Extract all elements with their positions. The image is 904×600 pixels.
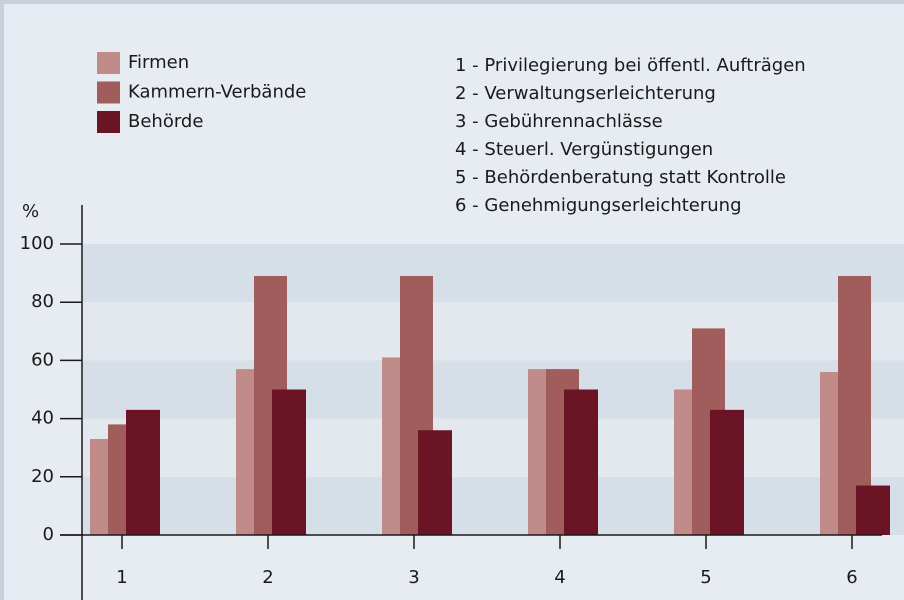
y-tick-label: 80 (31, 291, 54, 312)
y-tick-label: 100 (20, 233, 54, 254)
grid-band (82, 360, 904, 419)
annotation: 3 - Gebührennachlässe (455, 111, 663, 132)
bar (564, 389, 598, 535)
y-tick-label: 40 (31, 408, 54, 429)
grid-band (82, 476, 904, 535)
annotation: 6 - Genehmigungserleichterung (455, 195, 742, 216)
y-tick-label: 60 (31, 349, 54, 370)
bands (82, 244, 904, 535)
x-tick-label: 4 (554, 567, 565, 588)
legend-label: Firmen (128, 52, 189, 73)
annotation: 1 - Privilegierung bei öffentl. Aufträge… (455, 55, 806, 76)
bar (856, 485, 890, 535)
x-tick-label: 3 (408, 567, 419, 588)
x-tick-label: 1 (116, 567, 127, 588)
y-tick-label: 0 (43, 524, 54, 545)
y-tick-label: 20 (31, 466, 54, 487)
annotation: 4 - Steuerl. Vergünstigungen (455, 139, 713, 160)
y-axis-label: % (22, 201, 39, 222)
x-tick-label: 2 (262, 567, 273, 588)
annotation: 5 - Behördenberatung statt Kontrolle (455, 167, 786, 188)
annotation: 2 - Verwaltungserleichterung (455, 83, 716, 104)
bar (126, 409, 160, 535)
grid-band (82, 418, 904, 477)
legend-swatch (97, 111, 120, 133)
x-tick-label: 5 (700, 567, 711, 588)
grid-band (82, 302, 904, 361)
bar (710, 409, 744, 535)
bar (272, 389, 306, 535)
legend-swatch (97, 52, 120, 74)
bar (418, 430, 452, 535)
x-tick-label: 6 (846, 567, 857, 588)
legend-swatch (97, 81, 120, 104)
legend-label: Behörde (128, 111, 203, 132)
grid-band (82, 244, 904, 303)
legend-label: Kammern-Verbände (128, 82, 306, 103)
